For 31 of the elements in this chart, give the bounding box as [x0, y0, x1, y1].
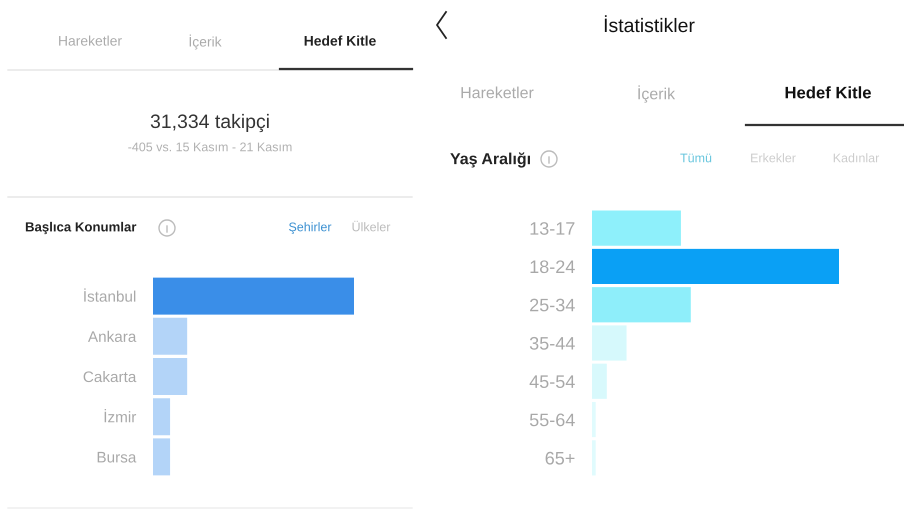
- text: Hareketler: [461, 86, 534, 98]
- bar: [592, 364, 607, 399]
- y-tick-label: 35-44: [530, 336, 575, 350]
- y-tick-label: Ankara: [88, 330, 136, 342]
- y-tick-label: Bursa: [98, 452, 136, 463]
- text: Tümü: [680, 154, 712, 162]
- y-tick-label: 18-24: [530, 260, 575, 274]
- text: Ülkeler: [352, 220, 390, 232]
- bar: [592, 248, 839, 284]
- bar: [592, 325, 627, 361]
- bar: [592, 287, 691, 322]
- y-tick-label: 55-64: [530, 414, 575, 426]
- y-tick-label: İstanbul: [84, 288, 136, 302]
- text: Hedef Kitle: [786, 86, 871, 98]
- text: İstatistikler: [604, 15, 695, 32]
- y-tick-label: Cakarta: [84, 370, 136, 382]
- chart-title: Başlıca Konumlar: [26, 222, 136, 234]
- text: 31,334 takipçi: [150, 114, 269, 132]
- chart-title: Yaş Aralığı: [450, 152, 530, 168]
- y-tick-label: 45-54: [530, 375, 575, 388]
- text: Hareketler: [59, 36, 122, 46]
- y-tick-label: 25-34: [530, 298, 575, 312]
- text: İçerik: [190, 34, 222, 50]
- text: Şehirler: [289, 222, 332, 234]
- y-tick-label: İzmir: [104, 409, 136, 422]
- text: İçerik: [638, 85, 676, 103]
- y-tick-label: 13-17: [530, 222, 574, 235]
- y-tick-label: 65+: [546, 452, 574, 465]
- text: Hedef Kitle: [304, 36, 376, 46]
- bar: [592, 210, 681, 246]
- text: -405 vs. 15 Kasım - 21 Kasım: [128, 142, 292, 152]
